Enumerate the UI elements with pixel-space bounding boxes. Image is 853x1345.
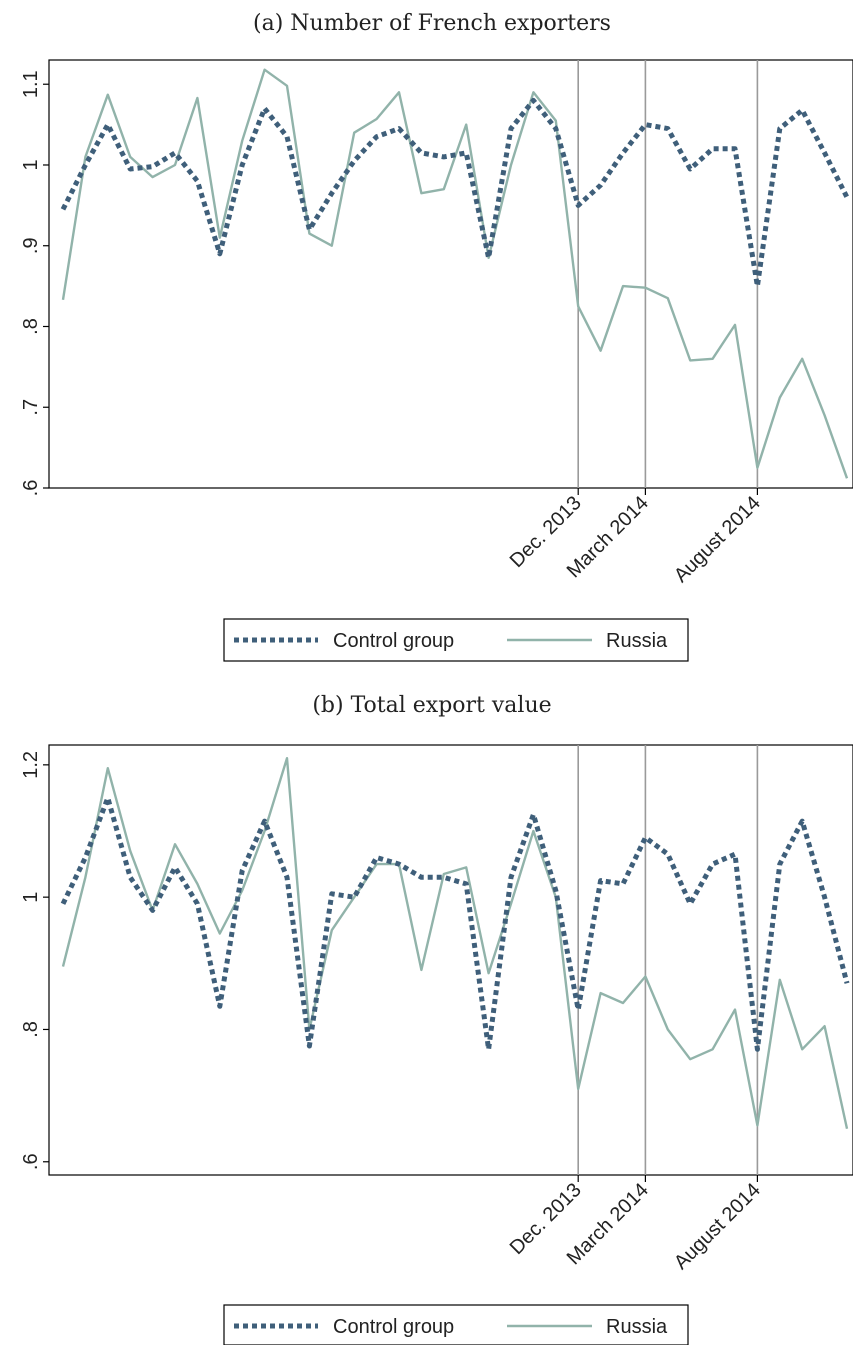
panel-a-y-tick-label: 1.1 (20, 70, 42, 98)
panel-a-legend-box (223, 618, 689, 662)
panel-b-y-tick-label: .8 (20, 1021, 42, 1038)
panel-a-y-tick-label: .6 (20, 480, 42, 497)
panel-b-y-axis: .6 .8 1 1.2 (20, 751, 49, 1170)
panel-a-legend-control-label: Control group (333, 630, 454, 652)
panel-b-legend: Control group Russia (223, 1304, 689, 1345)
panel-a-series (60, 68, 850, 479)
panel-b-plot-frame (48, 744, 853, 1176)
panel-b-y-tick-label: .6 (20, 1153, 42, 1170)
panel-a-series-control-group-line (60, 97, 850, 289)
panel-a-legend: Control group Russia (223, 618, 689, 662)
panel-b-total-export-value: (b) Total export value .6 .8 1 1.2 Dec. 201… (20, 693, 853, 1345)
panel-a-y-tick-label: .8 (20, 318, 42, 335)
panel-b-title: (b) Total export value (312, 693, 551, 718)
panel-b-legend-russia-label: Russia (606, 1316, 668, 1338)
panel-a-y-axis: .6 .7 .8 .9 1 1.1 (20, 70, 49, 496)
panel-b-series (60, 757, 850, 1129)
panel-b-x-tick-label: August 2014 (670, 1179, 765, 1274)
panel-a-series-russia-line (61, 68, 849, 479)
panel-a-plot-frame (48, 59, 853, 489)
panel-a-title: (a) Number of French exporters (253, 11, 611, 36)
panel-b-event-lines (577, 745, 759, 1175)
panel-a-y-tick-label: .9 (20, 237, 42, 254)
panel-a-legend-russia-label: Russia (606, 630, 668, 652)
panel-a-y-tick-label: 1 (20, 159, 42, 170)
panel-a-number-of-exporters: (a) Number of French exporters .6 .7 .8 .9 1… (20, 11, 853, 662)
panel-b-series-russia-line (61, 757, 849, 1129)
panel-a-y-tick-label: .7 (20, 399, 42, 416)
panel-b-legend-control-label: Control group (333, 1316, 454, 1338)
panel-b-y-tick-label: 1.2 (20, 751, 42, 779)
panel-b-y-tick-label: 1 (20, 892, 42, 903)
panel-b-series-control-group-line (60, 795, 850, 1052)
panel-a-event-lines (577, 60, 759, 488)
panel-a-x-tick-label: August 2014 (670, 492, 765, 587)
